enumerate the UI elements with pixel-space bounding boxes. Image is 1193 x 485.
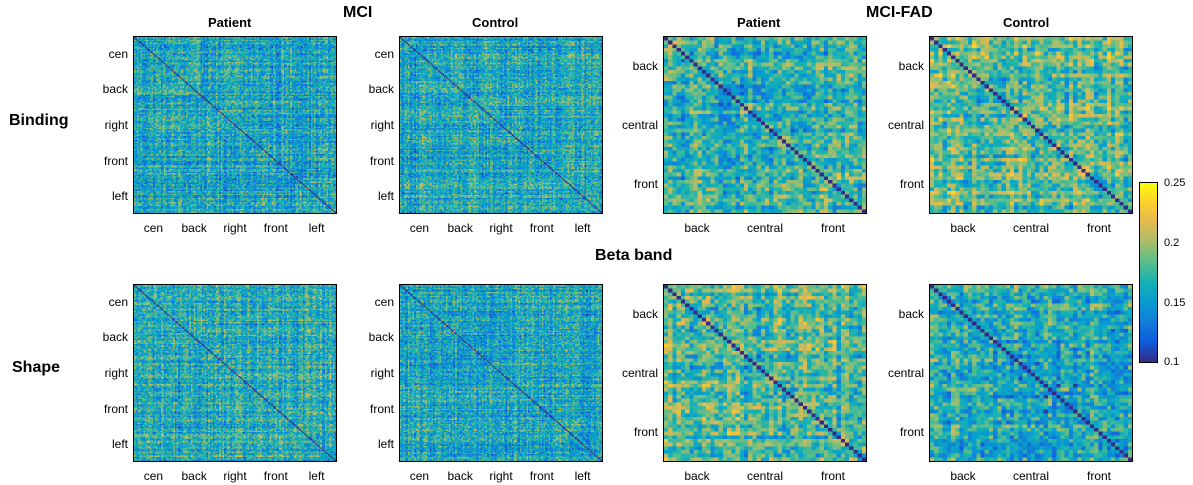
- heatmap-mci-fad-binding-control: [929, 36, 1133, 214]
- y-tick-label: central: [887, 366, 924, 380]
- y-tick-label: cen: [374, 46, 394, 61]
- y-tick-label: left: [111, 437, 128, 452]
- x-tick-label: cen: [143, 221, 164, 235]
- x-tick-label: front: [529, 221, 554, 235]
- x-tick-label: back: [447, 469, 473, 483]
- x-tick-label: front: [820, 469, 846, 483]
- x-tick-label: front: [263, 221, 288, 235]
- x-tick-label: back: [684, 221, 710, 235]
- x-tick-label: right: [489, 469, 513, 483]
- x-tick-label: back: [447, 221, 473, 235]
- heatmap-cells: [930, 285, 1132, 461]
- heatmap-cells: [134, 37, 336, 213]
- x-tick-label: front: [1086, 221, 1112, 235]
- group-title-mci-fad: MCI-FAD: [866, 4, 933, 21]
- x-tick-label: front: [529, 469, 554, 483]
- x-tick-label: left: [574, 221, 591, 235]
- panel-title-fad-patient: Patient: [737, 15, 781, 30]
- y-tick-label: left: [377, 189, 394, 204]
- x-tick-label: left: [574, 469, 591, 483]
- x-tick-label: back: [950, 469, 976, 483]
- y-tick-label: back: [632, 58, 658, 73]
- heatmap-cells: [664, 285, 866, 461]
- y-tick-label: central: [621, 366, 658, 380]
- x-tick-label: cen: [409, 469, 430, 483]
- colorbar-gradient: [1140, 183, 1157, 362]
- y-tick-label: front: [633, 177, 658, 192]
- x-tick-label: central: [746, 469, 784, 483]
- y-tick-label: front: [369, 153, 394, 168]
- panel-title-fad-control: Control: [1003, 15, 1050, 30]
- band-title: Beta band: [595, 247, 673, 264]
- heatmap-cells: [400, 285, 602, 461]
- x-tick-label: back: [181, 469, 207, 483]
- y-tick-label: right: [370, 366, 394, 380]
- y-tick-label: front: [369, 401, 394, 416]
- x-tick-label: left: [308, 221, 325, 235]
- heatmap-mci-fad-shape-patient: [663, 284, 867, 462]
- y-tick-label: front: [103, 401, 128, 416]
- y-tick-label: front: [899, 425, 924, 440]
- x-tick-label: right: [223, 221, 247, 235]
- y-tick-label: cen: [108, 294, 128, 309]
- heatmap-cells: [134, 285, 336, 461]
- panel-title-mci-control: Control: [472, 15, 519, 30]
- group-title-mci: MCI: [343, 4, 373, 21]
- y-tick-label: central: [887, 118, 924, 132]
- y-tick-label: back: [368, 330, 394, 345]
- y-tick-label: left: [377, 437, 394, 452]
- x-tick-label: central: [1012, 221, 1050, 235]
- y-tick-label: front: [103, 153, 128, 168]
- colorbar-tick-label: 0.25: [1164, 177, 1186, 189]
- x-tick-label: front: [263, 469, 288, 483]
- x-tick-label: front: [820, 221, 846, 235]
- y-tick-label: cen: [374, 294, 394, 309]
- y-tick-label: back: [632, 306, 658, 321]
- row-label-shape: Shape: [12, 359, 61, 376]
- colorbar-tick-label: 0.2: [1164, 237, 1180, 249]
- heatmap-mci-fad-shape-control: [929, 284, 1133, 462]
- heatmap-mci-binding-patient: [133, 36, 337, 214]
- x-tick-label: back: [684, 469, 710, 483]
- y-tick-label: back: [898, 58, 924, 73]
- x-tick-label: cen: [143, 469, 164, 483]
- y-tick-label: right: [104, 366, 128, 380]
- panel-title-mci-patient: Patient: [208, 15, 252, 30]
- x-tick-label: right: [223, 469, 247, 483]
- heatmap-mci-shape-patient: [133, 284, 337, 462]
- y-tick-label: front: [633, 425, 658, 440]
- y-tick-label: back: [102, 330, 128, 345]
- y-tick-label: back: [368, 82, 394, 97]
- x-tick-label: cen: [409, 221, 430, 235]
- y-tick-label: back: [898, 306, 924, 321]
- heatmap-cells: [400, 37, 602, 213]
- x-tick-label: right: [489, 221, 513, 235]
- heatmap-mci-shape-control: [399, 284, 603, 462]
- y-tick-label: central: [621, 118, 658, 132]
- x-tick-label: central: [1012, 469, 1050, 483]
- y-tick-label: right: [104, 118, 128, 132]
- y-tick-label: cen: [108, 46, 128, 61]
- heatmap-cells: [930, 37, 1132, 213]
- x-tick-label: front: [1086, 469, 1112, 483]
- y-tick-label: right: [370, 118, 394, 132]
- y-tick-label: back: [102, 82, 128, 97]
- y-tick-label: front: [899, 177, 924, 192]
- heatmap-cells: [664, 37, 866, 213]
- x-tick-label: left: [308, 469, 325, 483]
- y-tick-label: left: [111, 189, 128, 204]
- x-tick-label: central: [746, 221, 784, 235]
- x-tick-label: back: [181, 221, 207, 235]
- x-tick-label: back: [950, 221, 976, 235]
- colorbar: [1139, 182, 1158, 363]
- colorbar-tick-label: 0.15: [1164, 297, 1186, 309]
- heatmap-mci-binding-control: [399, 36, 603, 214]
- colorbar-tick-label: 0.1: [1164, 356, 1180, 368]
- row-label-binding: Binding: [9, 112, 69, 129]
- heatmap-mci-fad-binding-patient: [663, 36, 867, 214]
